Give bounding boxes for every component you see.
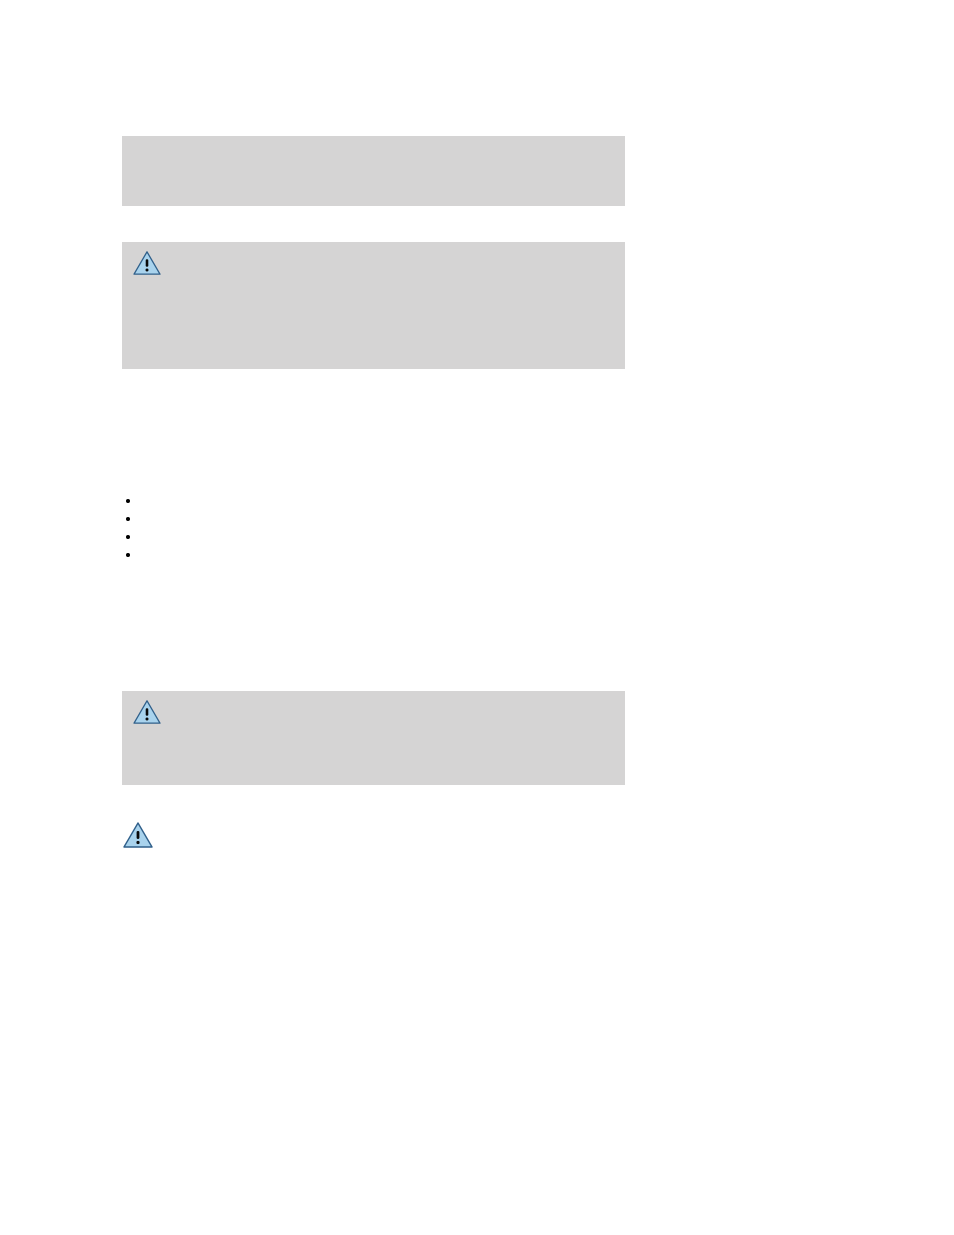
list-item bbox=[140, 547, 643, 565]
note-block: note bbox=[122, 136, 625, 206]
feature-list bbox=[122, 493, 643, 565]
warning-triangle-icon bbox=[122, 821, 154, 849]
caution-block-2: caution bbox=[122, 691, 625, 785]
list-item bbox=[140, 493, 643, 511]
warning-triangle-icon bbox=[132, 250, 162, 276]
document-page: note caution caution bbox=[0, 0, 954, 1235]
caution-block-1: caution bbox=[122, 242, 625, 369]
warning-triangle-icon bbox=[132, 699, 162, 725]
list-item bbox=[140, 511, 643, 529]
list-item bbox=[140, 529, 643, 547]
inline-caution bbox=[122, 821, 954, 854]
